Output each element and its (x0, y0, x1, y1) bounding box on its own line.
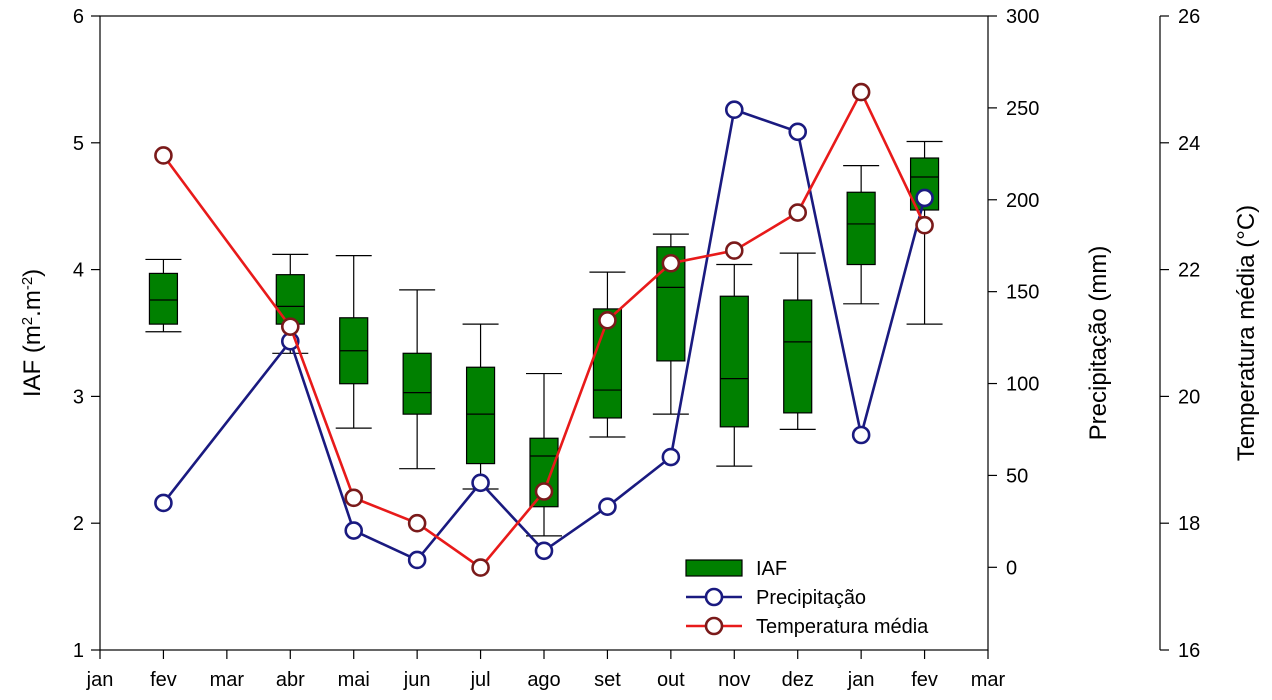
right1-tick-label: 100 (1006, 374, 1039, 396)
temperature-point (534, 482, 554, 501)
left-tick-label: 3 (73, 386, 84, 408)
precipitation-line (162, 107, 926, 562)
temperature-point (280, 317, 300, 336)
legend-label: Precipitação (756, 587, 866, 609)
legend-item: Precipitação (686, 587, 866, 609)
iaf-boxes (145, 140, 943, 537)
box-body (719, 295, 749, 428)
legend: IAF Precipitação Temperatura média (685, 558, 929, 638)
right2-tick-label: 22 (1178, 260, 1200, 282)
x-tick-label: ago (527, 669, 560, 691)
temperature-line (162, 89, 926, 570)
left-axis-title: IAF (m2.m-2) (19, 269, 47, 397)
temperature-point (471, 558, 490, 577)
precipitation-point (661, 447, 681, 467)
right2-tick-label: 20 (1178, 386, 1200, 408)
x-tick-label: jun (403, 669, 431, 691)
axes: jan fev mar abr mai jun jul ago set out nov dez jan f… (19, 6, 1261, 691)
precipitation-point (598, 497, 617, 516)
precipitation-point (407, 550, 427, 570)
temperature-point (344, 488, 364, 508)
precipitation-point (851, 425, 871, 445)
x-tick-label: jul (470, 669, 491, 691)
iaf-box (399, 289, 436, 470)
box-body (465, 366, 496, 465)
left-tick-label: 5 (73, 133, 84, 155)
right2-tick-label: 16 (1178, 640, 1200, 662)
axis-title-superscript: -2 (19, 277, 36, 290)
right1-tick-label: 150 (1006, 282, 1039, 304)
x-tick-label: fev (150, 669, 177, 691)
box-body (846, 191, 876, 266)
right1-tick-label: 0 (1006, 557, 1017, 579)
legend-swatch-marker (704, 587, 724, 607)
left-tick-label: 1 (73, 640, 84, 662)
legend-item: Temperatura média (686, 616, 929, 638)
right1-axis-title: Precipitação (mm) (1085, 246, 1112, 441)
axis-title-superscript: 2 (19, 317, 36, 325)
x-tick-label: abr (276, 669, 305, 691)
right2-tick-label: 26 (1178, 6, 1200, 28)
x-tick-label: mar (210, 669, 245, 691)
temperature-point (661, 253, 681, 273)
box-body (402, 352, 432, 415)
temperature-point (915, 215, 934, 235)
x-tick-label: jan (847, 669, 875, 691)
temperature-point (154, 146, 173, 165)
axis-title-part: ) (19, 269, 46, 277)
precipitation-point (471, 473, 490, 493)
iaf-box (716, 263, 753, 467)
precipitation-point (154, 493, 173, 513)
x-tick-label: fev (911, 669, 938, 691)
temperature-point (598, 311, 617, 330)
right2-axis-title: Temperatura média (°C) (1233, 205, 1260, 461)
iaf-box (145, 258, 182, 333)
temperature-point (851, 82, 871, 102)
precipitation-point (344, 521, 364, 540)
right2-tick-label: 24 (1178, 133, 1200, 155)
precipitation-series (154, 100, 934, 570)
precipitation-point (788, 122, 808, 142)
precipitation-point (915, 188, 934, 208)
x-tick-label: out (657, 669, 685, 691)
x-tick-label: set (594, 669, 621, 691)
right1-tick-label: 300 (1006, 6, 1039, 28)
box-body (148, 272, 179, 325)
temperature-series (154, 82, 934, 577)
x-tick-label: mai (338, 669, 370, 691)
temperature-point (407, 513, 427, 533)
temperature-point (788, 203, 808, 222)
precipitation-point (724, 100, 744, 120)
left-tick-label: 2 (73, 513, 84, 535)
right2-tick-label: 18 (1178, 513, 1200, 535)
legend-swatch-box (685, 559, 743, 577)
precipitation-point (534, 541, 554, 561)
legend-item: IAF (685, 558, 787, 580)
x-tick-label: nov (718, 669, 750, 691)
right1-tick-label: 50 (1006, 465, 1028, 487)
left-tick-label: 4 (73, 260, 84, 282)
right1-tick-label: 250 (1006, 98, 1039, 120)
axis-title-part: IAF (m (19, 325, 46, 397)
iaf-box (843, 165, 880, 305)
axis-title-part: .m (19, 290, 46, 317)
iaf-box (779, 252, 816, 430)
legend-label: IAF (756, 558, 787, 580)
box-body (783, 299, 813, 414)
legend-swatch-marker (704, 616, 724, 636)
x-tick-label: dez (782, 669, 814, 691)
x-tick-label: mar (971, 669, 1006, 691)
iaf-box (335, 255, 372, 429)
iaf-box (462, 323, 499, 490)
left-tick-label: 6 (73, 6, 84, 28)
right1-tick-label: 200 (1006, 190, 1039, 212)
x-tick-label: jan (86, 669, 114, 691)
box-body (275, 274, 305, 325)
temperature-point (724, 241, 744, 260)
legend-label: Temperatura média (756, 616, 929, 638)
